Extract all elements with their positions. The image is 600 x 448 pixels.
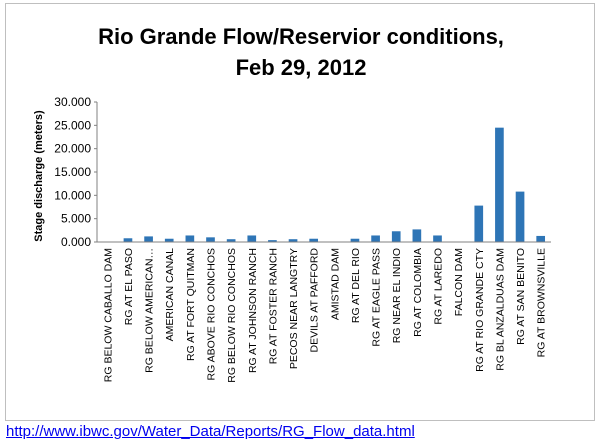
bars: [123, 127, 546, 242]
y-tick-label: 20.000: [54, 142, 91, 156]
x-tick-label: RG ABOVE RIO CONCHOS: [206, 248, 218, 380]
y-axis-ticks: 0.000 5.000 10.000 15.000 20.000 25.000 30.000: [54, 95, 97, 249]
bar: [144, 236, 153, 242]
x-tick-label: RG AT DEL RIO: [350, 248, 362, 323]
chart-frame: Rio Grande Flow/Reservior conditions, Fe…: [5, 3, 595, 421]
bar: [495, 127, 504, 242]
x-tick-label: RG BL ANZALDUAS DAM: [494, 248, 506, 371]
bar: [226, 239, 236, 242]
x-tick-label: RG BELOW AMERICAN…: [144, 248, 156, 373]
x-tick-label: RG BELOW RIO CONCHOS: [226, 248, 238, 383]
bar: [206, 237, 215, 242]
bar: [391, 231, 401, 242]
bar: [371, 235, 380, 242]
y-tick-label: 15.000: [54, 165, 91, 179]
x-tick-label: RG AT EAGLE PASS: [371, 248, 383, 347]
x-tick-label: AMISTAD DAM: [329, 248, 341, 320]
y-tick-label: 25.000: [54, 118, 91, 132]
x-tick-label: DEVILS AT PAFFORD: [309, 248, 321, 353]
bar: [247, 235, 257, 242]
x-tick-label: RG NEAR EL INDIO: [391, 248, 403, 343]
bar: [412, 229, 422, 242]
bar: [185, 235, 195, 242]
bar: [515, 191, 525, 242]
bar: [123, 238, 133, 242]
bar: [268, 240, 277, 242]
bar: [474, 205, 484, 242]
x-tick-label: RG AT BROWNSVILLE: [536, 248, 548, 357]
bar: [164, 238, 174, 242]
x-tick-label: RG AT LAREDO: [433, 248, 445, 325]
x-tick-label: FALCON DAM: [453, 248, 465, 316]
y-tick-label: 10.000: [54, 188, 91, 202]
x-tick-label: RG AT JOHNSON RANCH: [247, 248, 259, 373]
x-tick-label: RG BELOW CABALLO DAM: [102, 248, 114, 382]
bar: [309, 238, 319, 242]
y-tick-label: 0.000: [61, 235, 91, 249]
chart-title-line-2: Feb 29, 2012: [236, 55, 367, 80]
bar: [350, 238, 360, 242]
y-tick-label: 5.000: [61, 212, 91, 226]
x-tick-label: PECOS NEAR LANGTRY: [288, 248, 300, 369]
bar-chart: Rio Grande Flow/Reservior conditions, Fe…: [33, 24, 551, 383]
x-tick-label: RG AT FOSTER RANCH: [267, 248, 279, 364]
bar: [433, 235, 442, 242]
bar: [288, 239, 298, 242]
bar: [536, 235, 546, 242]
x-tick-label: RG AT SAN BENITO: [515, 248, 527, 345]
x-tick-label: RG AT EL PASO: [123, 248, 135, 325]
x-tick-label: RG AT COLOMBIA: [412, 248, 424, 337]
x-axis-ticks: RG BELOW CABALLO DAM RG AT EL PASO RG BELO…: [102, 248, 547, 383]
x-tick-label: RG AT FORT QUITMAN: [185, 248, 197, 361]
y-axis-label: Stage discharge (meters): [33, 110, 45, 242]
x-tick-label: AMERICAN CANAL: [164, 248, 176, 342]
source-link[interactable]: http://www.ibwc.gov/Water_Data/Reports/R…: [6, 423, 415, 440]
chart-title-line-1: Rio Grande Flow/Reservior conditions,: [98, 24, 504, 49]
x-tick-label: RG AT RIO GRANDE CTY: [474, 248, 486, 372]
y-tick-label: 30.000: [54, 95, 91, 109]
